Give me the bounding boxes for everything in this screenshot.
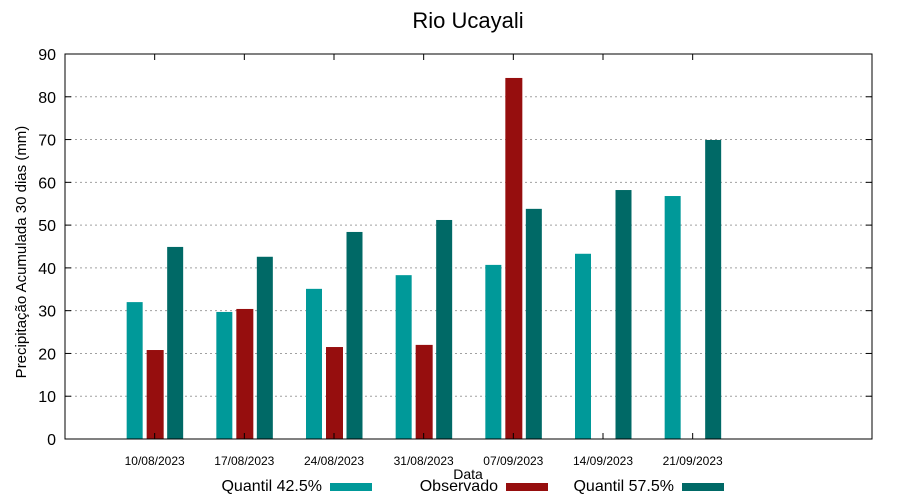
y-tick-label: 50 (38, 218, 56, 235)
bar-quantil-57-5- (705, 139, 722, 439)
y-tick-label: 20 (38, 346, 56, 363)
legend: Quantil 42.5% Observado Quantil 57.5% (221, 478, 724, 495)
bar-quantil-57-5- (167, 246, 184, 439)
bar-quantil-42-5- (395, 275, 412, 439)
y-tick-label: 30 (38, 304, 56, 321)
bar-quantil-42-5- (575, 253, 591, 439)
legend-swatch (506, 483, 548, 491)
x-tick-label: 31/08/2023 (394, 454, 454, 468)
y-axis-label: Precipitação Acumulada 30 dias (mm) (13, 126, 30, 379)
y-tick-label: 80 (38, 90, 56, 107)
bar-quantil-42-5- (306, 288, 322, 439)
x-tick-label: 07/09/2023 (483, 454, 543, 468)
y-tick-label: 10 (38, 389, 56, 406)
axes: 0 10 20 30 40 50 60 70 80 90 10/08/2023 17/08/2023 2… (38, 47, 872, 468)
bar-observado (415, 344, 433, 439)
bar-quantil-57-5- (256, 256, 273, 439)
x-tick-label: 21/09/2023 (663, 454, 723, 468)
bar-quantil-57-5- (436, 219, 453, 439)
legend-swatch (330, 483, 372, 491)
bars (126, 77, 722, 439)
bar-quantil-57-5- (525, 208, 542, 439)
y-tick-label: 40 (38, 261, 56, 278)
y-tick-label: 0 (47, 432, 56, 449)
y-tick-label: 90 (38, 47, 56, 64)
bar-quantil-42-5- (216, 311, 233, 439)
y-tick-label: 60 (38, 175, 56, 192)
bar-quantil-42-5- (485, 264, 502, 439)
bar-observado (146, 350, 164, 439)
x-tick-label: 24/08/2023 (304, 454, 364, 468)
x-axis-label: Data (453, 466, 483, 482)
bar-observado (236, 308, 254, 439)
chart-title: Rio Ucayali (412, 8, 523, 33)
x-tick-label: 17/08/2023 (214, 454, 274, 468)
legend-label: Quantil 57.5% (573, 478, 674, 495)
bar-quantil-57-5- (615, 190, 632, 439)
bar-quantil-42-5- (126, 302, 143, 439)
bar-observado (326, 347, 343, 439)
x-tick-label: 14/09/2023 (573, 454, 633, 468)
legend-label: Observado (420, 478, 498, 495)
legend-label: Quantil 42.5% (221, 478, 322, 495)
y-tick-label: 70 (38, 133, 56, 150)
x-tick-label: 10/08/2023 (125, 454, 185, 468)
bar-observado (505, 77, 523, 439)
grid (65, 96, 872, 397)
legend-swatch (682, 483, 724, 491)
bar-quantil-57-5- (346, 231, 363, 439)
plot-border (64, 53, 873, 440)
bar-quantil-42-5- (664, 196, 681, 439)
